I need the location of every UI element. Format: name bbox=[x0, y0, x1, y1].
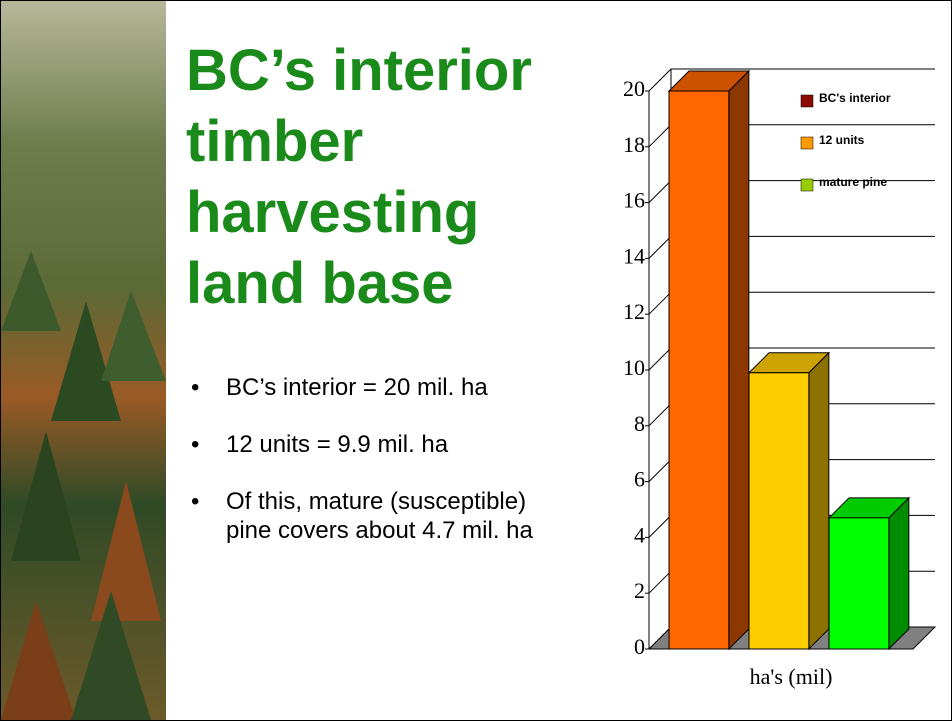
bar-side bbox=[889, 498, 909, 649]
y-tick-label: 10 bbox=[623, 355, 645, 380]
title-line: harvesting bbox=[186, 177, 532, 248]
title-line: BC’s interior bbox=[186, 35, 532, 106]
legend-swatch bbox=[801, 179, 813, 191]
title-line: timber bbox=[186, 106, 532, 177]
forest-strip bbox=[1, 1, 166, 720]
y-tick-label: 4 bbox=[634, 522, 645, 547]
title-line: land base bbox=[186, 248, 532, 319]
legend-label: mature pine bbox=[819, 175, 887, 189]
legend-swatch bbox=[801, 137, 813, 149]
y-tick-label: 0 bbox=[634, 634, 645, 659]
y-tick-label: 12 bbox=[623, 299, 645, 324]
bullet-list: BC’s interior = 20 mil. ha 12 units = 9.9… bbox=[191, 373, 561, 573]
bar bbox=[669, 91, 729, 649]
bar-side bbox=[729, 71, 749, 649]
bullet: Of this, mature (susceptible) pine cover… bbox=[191, 487, 561, 545]
bar-side bbox=[809, 353, 829, 649]
legend-label: 12 units bbox=[819, 133, 865, 147]
bar bbox=[749, 373, 809, 649]
y-tick-label: 20 bbox=[623, 76, 645, 101]
x-tick-label: ha's (mil) bbox=[750, 664, 833, 689]
legend-label: BC's interior bbox=[819, 91, 891, 105]
bullet: 12 units = 9.9 mil. ha bbox=[191, 430, 561, 459]
legend-swatch bbox=[801, 95, 813, 107]
y-tick-label: 8 bbox=[634, 411, 645, 436]
y-tick-label: 14 bbox=[623, 243, 645, 268]
slide: 0 2 4 6 8 10 12 14 16 18 20 ha's (mil) BC's interior… bbox=[0, 0, 952, 721]
bar bbox=[829, 518, 889, 649]
y-tick-label: 2 bbox=[634, 578, 645, 603]
y-tick-label: 18 bbox=[623, 132, 645, 157]
bullet: BC’s interior = 20 mil. ha bbox=[191, 373, 561, 402]
y-tick-label: 16 bbox=[623, 188, 645, 213]
y-tick-label: 6 bbox=[634, 467, 645, 492]
